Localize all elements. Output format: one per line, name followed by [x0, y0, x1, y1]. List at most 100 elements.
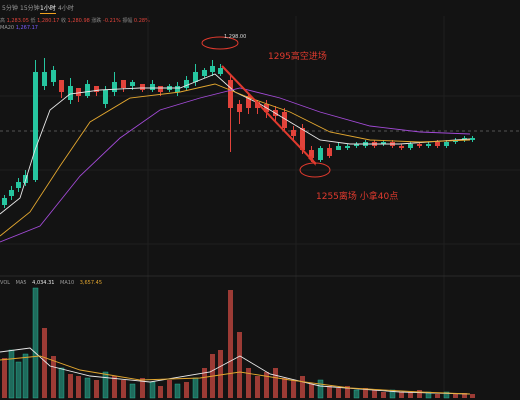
volume-bar-6 — [51, 356, 56, 398]
trade-arrow-head — [308, 156, 316, 166]
volume-bar-13 — [112, 376, 117, 398]
candle-body-47 — [417, 144, 422, 146]
entry-ellipse — [201, 36, 239, 50]
ma20-value: 1,267.17 — [15, 25, 38, 31]
volume-bar-39 — [345, 386, 350, 398]
vol-ma5-label: MA5 — [15, 280, 27, 286]
volume-bar-26 — [228, 290, 233, 398]
volume-bar-21 — [184, 382, 189, 398]
candle-body-18 — [158, 86, 163, 92]
volume-bar-4 — [32, 287, 39, 399]
candle-body-10 — [85, 84, 90, 96]
candle-body-15 — [130, 82, 135, 86]
candle-body-29 — [255, 102, 260, 108]
volume-bar-18 — [158, 386, 163, 398]
tab-15min[interactable]: 15分钟 — [20, 5, 40, 12]
candle-body-43 — [381, 142, 386, 144]
candle-body-25 — [218, 68, 223, 74]
volume-bar-35 — [309, 384, 314, 398]
volume-bar-49 — [435, 394, 440, 398]
entry-annotation: 1295高空进场 — [268, 52, 327, 62]
ohlc-change-label: 涨跌 — [91, 18, 102, 24]
volume-bar-16 — [140, 378, 145, 398]
volume-bar-32 — [282, 378, 287, 398]
ohlc-high-label: 高 — [0, 18, 6, 24]
exit-annotation: 1255离场 小拿40点 — [316, 192, 399, 202]
candle-body-37 — [327, 148, 332, 156]
candle-body-46 — [408, 144, 413, 148]
candle-body-6 — [51, 70, 56, 82]
tab-1hour[interactable]: 1小时 — [40, 5, 56, 14]
vol-label: VOL — [0, 280, 11, 286]
ohlc-low-value: 1,280.17 — [37, 18, 60, 24]
volume-bar-22 — [192, 377, 199, 399]
trade-arrow-line — [221, 65, 317, 165]
ohlc-high-value: 1,283.05 — [6, 18, 29, 24]
candle-body-39 — [345, 146, 350, 148]
vol-ma10-value: 3,657.45 — [79, 280, 102, 286]
volume-bar-0 — [2, 358, 7, 398]
candle-body-17 — [150, 84, 155, 90]
candle-body-24 — [210, 66, 215, 72]
candle-body-27 — [237, 104, 242, 112]
candle-body-4 — [33, 72, 38, 180]
volume-bar-41 — [363, 388, 368, 398]
volume-bar-28 — [246, 368, 251, 398]
candle-body-33 — [291, 130, 296, 136]
timeframe-bar: 5分钟 15分钟 1小时 4小时 — [0, 0, 520, 16]
ohlc-close-value: 1,280.98 — [67, 18, 90, 24]
volume-bar-43 — [381, 392, 386, 398]
candle-body-7 — [59, 80, 64, 92]
candle-body-23 — [202, 70, 207, 76]
ma-legend: MA20 1,267.17 — [0, 25, 38, 31]
candle-body-36 — [318, 148, 323, 160]
ma20-label: MA20 — [0, 25, 15, 31]
volume-bar-2 — [15, 361, 22, 399]
volume-bar-40 — [353, 389, 360, 399]
candle-body-26 — [228, 80, 233, 108]
volume-bar-31 — [273, 368, 278, 398]
volume-bar-19 — [167, 380, 172, 398]
volume-bar-15 — [129, 383, 136, 399]
candle-body-50 — [444, 142, 449, 146]
ohlc-close-label: 收 — [60, 18, 66, 24]
volume-bar-27 — [237, 332, 242, 398]
volume-bar-1 — [8, 349, 15, 399]
volume-bar-33 — [291, 380, 296, 398]
ma-fast-line — [0, 73, 471, 215]
candle-body-38 — [336, 146, 341, 150]
ohlc-readout: 高 1,283.05 低 1,280.17 收 1,280.98 涨跌 -0.2… — [0, 17, 150, 24]
volume-bar-9 — [76, 376, 81, 398]
candle-body-1 — [9, 190, 14, 196]
ma-mid-line — [0, 83, 471, 237]
volume-bar-20 — [174, 383, 181, 399]
candle-body-8 — [68, 86, 73, 100]
candle-body-16 — [140, 84, 145, 90]
ma-slow-line — [0, 87, 471, 243]
volume-legend: VOL MA5 4,034.31 MA10 3,657.45 — [0, 280, 106, 286]
candle-body-20 — [175, 86, 180, 92]
volume-bar-53 — [470, 394, 475, 398]
candle-body-2 — [16, 182, 21, 188]
volume-bar-30 — [264, 372, 269, 398]
volume-bar-37 — [327, 386, 332, 398]
vol-ma10-label: MA10 — [60, 280, 75, 286]
volume-bar-12 — [102, 371, 109, 399]
volume-bar-51 — [453, 394, 458, 398]
candle-body-22 — [193, 72, 198, 82]
candle-body-13 — [112, 82, 117, 92]
candle-body-12 — [103, 90, 108, 104]
tab-4hour[interactable]: 4小时 — [58, 5, 74, 12]
price-marker-label: 1,298.00 — [224, 34, 247, 40]
volume-bar-14 — [121, 380, 126, 398]
candle-body-5 — [42, 72, 47, 86]
candle-body-0 — [2, 198, 7, 205]
tab-5min[interactable]: 5分钟 — [2, 5, 18, 12]
volume-bar-7 — [58, 367, 65, 399]
volume-bar-5 — [42, 328, 47, 398]
volume-bar-8 — [68, 374, 73, 398]
candle-body-48 — [426, 144, 431, 146]
candle-body-35 — [309, 150, 314, 158]
candle-body-14 — [121, 80, 126, 88]
